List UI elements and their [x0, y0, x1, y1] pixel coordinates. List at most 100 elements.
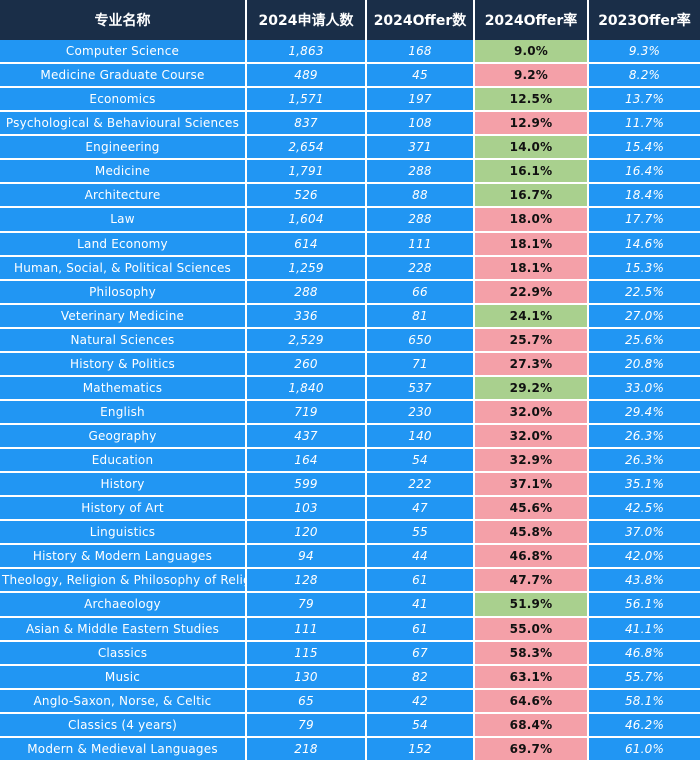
table-row: Land Economy 614 111 18.1% 14.6% — [0, 231, 700, 257]
table-row: Geography 437 140 32.0% 26.3% — [0, 424, 700, 450]
major-cell: Geography — [0, 424, 247, 450]
offers-cell: 41 — [366, 592, 475, 618]
rate-2023-cell: 58.1% — [588, 688, 700, 714]
major-cell: Asian & Middle Eastern Studies — [0, 616, 247, 642]
applicants-cell: 65 — [246, 688, 367, 714]
rate-2024-cell: 51.9% — [474, 592, 589, 618]
rate-2023-cell: 15.4% — [588, 135, 700, 161]
rate-2023-cell: 18.4% — [588, 183, 700, 209]
applicants-cell: 2,529 — [246, 327, 367, 353]
table-row: History 599 222 37.1% 35.1% — [0, 472, 700, 498]
applicants-cell: 128 — [246, 568, 367, 594]
rate-2023-cell: 26.3% — [588, 424, 700, 450]
table-row: Modern & Medieval Languages 218 152 69.7% 61… — [0, 736, 700, 762]
table-row: English 719 230 32.0% 29.4% — [0, 399, 700, 426]
major-cell: Land Economy — [0, 231, 247, 257]
applicants-cell: 2,654 — [246, 135, 367, 161]
applicants-cell: 1,259 — [246, 255, 367, 281]
major-cell: Education — [0, 448, 247, 474]
major-cell: Linguistics — [0, 520, 247, 546]
rate-2024-cell: 45.6% — [474, 496, 589, 522]
table-row: History & Modern Languages 94 44 46.8% 42.0% — [0, 544, 700, 570]
rate-2023-cell: 8.2% — [588, 63, 700, 89]
applicants-cell: 218 — [246, 736, 367, 762]
rate-2023-cell: 55.7% — [588, 664, 700, 690]
table-row: Education 164 54 32.9% 26.3% — [0, 448, 700, 474]
rate-2024-cell: 63.1% — [474, 664, 589, 690]
rate-2023-cell: 20.8% — [588, 351, 700, 377]
major-cell: History & Politics — [0, 351, 247, 377]
rate-2024-cell: 32.9% — [474, 448, 589, 474]
rate-2023-cell: 26.3% — [588, 448, 700, 474]
rate-2024-cell: 68.4% — [474, 712, 589, 738]
table-row: Psychological & Behavioural Sciences 837 1… — [0, 111, 700, 137]
rate-2024-cell: 55.0% — [474, 616, 589, 642]
major-cell: Modern & Medieval Languages — [0, 736, 247, 762]
table-row: Economics 1,571 197 12.5% 13.7% — [0, 87, 700, 113]
table-row: History of Art 103 47 45.6% 42.5% — [0, 496, 700, 522]
major-cell: Medicine — [0, 159, 247, 185]
table-row: Classics (4 years) 79 54 68.4% 46.2% — [0, 712, 700, 738]
rate-2024-cell: 9.2% — [474, 63, 589, 89]
applicants-cell: 614 — [246, 231, 367, 257]
rate-2024-cell: 16.7% — [474, 183, 589, 209]
rate-2024-cell: 24.1% — [474, 303, 589, 329]
rate-2023-cell: 41.1% — [588, 616, 700, 642]
major-cell: History & Modern Languages — [0, 544, 247, 570]
table-row: Medicine Graduate Course 489 45 9.2% 8.2% — [0, 63, 700, 89]
rate-2024-cell: 37.1% — [474, 472, 589, 498]
major-cell: Law — [0, 207, 247, 233]
rate-2023-cell: 14.6% — [588, 231, 700, 257]
table-row: Natural Sciences 2,529 650 25.7% 25.6% — [0, 327, 700, 353]
offers-cell: 67 — [366, 640, 475, 666]
header-rate-2023[interactable]: 2023Offer率 — [588, 0, 700, 40]
rate-2024-cell: 45.8% — [474, 520, 589, 546]
header-applicants-2024[interactable]: 2024申请人数 — [246, 0, 367, 40]
header-major[interactable]: 专业名称 — [0, 0, 247, 40]
rate-2024-cell: 32.0% — [474, 424, 589, 450]
rate-2023-cell: 11.7% — [588, 111, 700, 137]
offers-cell: 371 — [366, 135, 475, 161]
rate-2023-cell: 13.7% — [588, 87, 700, 113]
applicants-cell: 489 — [246, 63, 367, 89]
table-row: Music 130 82 63.1% 55.7% — [0, 664, 700, 690]
offers-cell: 81 — [366, 303, 475, 329]
major-cell: History — [0, 472, 247, 498]
offers-cell: 55 — [366, 520, 475, 546]
offers-cell: 537 — [366, 375, 475, 401]
rate-2024-cell: 22.9% — [474, 279, 589, 305]
table-row: Human, Social, & Political Sciences 1,259… — [0, 255, 700, 281]
rate-2023-cell: 46.8% — [588, 640, 700, 666]
table-row: History & Politics 260 71 27.3% 20.8% — [0, 351, 700, 377]
rate-2023-cell: 25.6% — [588, 327, 700, 353]
applicants-cell: 111 — [246, 616, 367, 642]
rate-2024-cell: 18.0% — [474, 207, 589, 233]
offers-cell: 288 — [366, 207, 475, 233]
rate-2024-cell: 16.1% — [474, 159, 589, 185]
header-rate-2024[interactable]: 2024Offer率 — [474, 0, 589, 40]
applicants-cell: 130 — [246, 664, 367, 690]
rate-2024-cell: 12.9% — [474, 111, 589, 137]
major-cell: Medicine Graduate Course — [0, 63, 247, 89]
offers-cell: 197 — [366, 87, 475, 113]
header-offers-2024[interactable]: 2024Offer数 — [366, 0, 475, 40]
major-cell: Archaeology — [0, 592, 247, 618]
offers-cell: 88 — [366, 183, 475, 209]
rate-2023-cell: 29.4% — [588, 399, 700, 426]
table-row: Computer Science 1,863 168 9.0% 9.3% — [0, 40, 700, 65]
applicants-cell: 1,863 — [246, 40, 367, 65]
applicants-cell: 437 — [246, 424, 367, 450]
offers-cell: 44 — [366, 544, 475, 570]
rate-2023-cell: 9.3% — [588, 40, 700, 65]
major-cell: Psychological & Behavioural Sciences — [0, 111, 247, 137]
offers-cell: 66 — [366, 279, 475, 305]
rate-2023-cell: 17.7% — [588, 207, 700, 233]
offers-cell: 71 — [366, 351, 475, 377]
major-cell: History of Art — [0, 496, 247, 522]
table-row: Mathematics 1,840 537 29.2% 33.0% — [0, 375, 700, 401]
table-row: Philosophy 288 66 22.9% 22.5% — [0, 279, 700, 305]
offers-cell: 152 — [366, 736, 475, 762]
rate-2023-cell: 37.0% — [588, 520, 700, 546]
rate-2024-cell: 47.7% — [474, 568, 589, 594]
applicants-cell: 1,571 — [246, 87, 367, 113]
